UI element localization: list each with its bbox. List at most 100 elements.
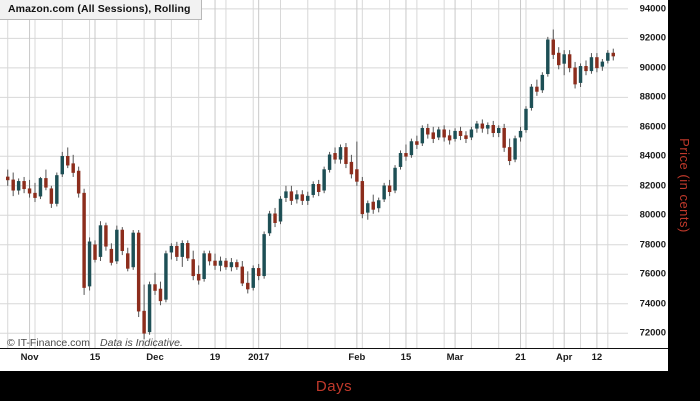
candlestick bbox=[327, 151, 332, 173]
candlestick bbox=[420, 125, 425, 146]
candlestick bbox=[240, 261, 245, 287]
candlestick bbox=[98, 221, 103, 261]
candlestick bbox=[71, 154, 75, 177]
candlestick bbox=[66, 147, 70, 169]
candlestick bbox=[93, 240, 97, 263]
price-tick-label: 82000 bbox=[639, 180, 666, 192]
candlestick bbox=[164, 250, 168, 303]
candlestick bbox=[213, 253, 217, 270]
candlestick bbox=[196, 265, 201, 285]
candlestick bbox=[480, 119, 485, 133]
candlestick bbox=[562, 50, 566, 76]
candlestick bbox=[131, 230, 135, 270]
candlestick bbox=[589, 53, 594, 74]
price-tick-label: 84000 bbox=[639, 150, 666, 162]
candlestick bbox=[316, 179, 321, 197]
candlestick bbox=[273, 207, 277, 228]
candlestick bbox=[11, 172, 15, 197]
candlestick bbox=[175, 241, 179, 261]
y-axis-title: Price (in cents) bbox=[668, 0, 700, 371]
candlestick bbox=[436, 126, 441, 141]
candlestick bbox=[344, 143, 348, 169]
candlestick bbox=[475, 120, 479, 133]
candlestick bbox=[518, 126, 523, 142]
candlestick bbox=[224, 258, 228, 270]
date-tick-label: 15 bbox=[400, 352, 412, 363]
candlestick bbox=[458, 126, 463, 141]
candlestick bbox=[158, 281, 163, 306]
candlestick bbox=[491, 120, 495, 138]
candlestick bbox=[409, 138, 414, 158]
candlestick bbox=[606, 50, 610, 64]
price-tick-label: 94000 bbox=[639, 3, 666, 15]
candlestick bbox=[27, 179, 32, 198]
candlestick bbox=[191, 250, 195, 281]
candlestick bbox=[295, 190, 299, 204]
candlestick bbox=[306, 191, 310, 205]
candlestick bbox=[496, 125, 501, 138]
candlestick bbox=[513, 135, 517, 163]
candlestick bbox=[431, 126, 435, 144]
price-tick-label: 76000 bbox=[639, 268, 666, 280]
candlestick bbox=[60, 151, 64, 177]
candlestick-svg bbox=[0, 0, 628, 348]
candlestick bbox=[382, 182, 386, 203]
candlestick bbox=[186, 240, 190, 261]
candlestick bbox=[447, 129, 452, 145]
date-tick-label: 21 bbox=[515, 352, 526, 363]
candlestick bbox=[573, 61, 577, 89]
price-tick-label: 90000 bbox=[639, 62, 666, 74]
candlestick bbox=[202, 250, 206, 282]
candlestick bbox=[540, 72, 545, 93]
candlestick bbox=[169, 243, 174, 260]
candlestick bbox=[502, 123, 506, 152]
corner-panel bbox=[668, 371, 700, 401]
plot-area[interactable] bbox=[0, 0, 628, 348]
candlestick bbox=[246, 271, 250, 294]
price-tick-label: 72000 bbox=[639, 327, 666, 339]
candlestick bbox=[49, 185, 54, 208]
date-tick-label: 15 bbox=[89, 352, 101, 363]
candlestick bbox=[611, 48, 615, 61]
candlestick bbox=[6, 169, 10, 186]
candlestick bbox=[355, 141, 359, 186]
candlestick bbox=[33, 182, 37, 203]
candlestick bbox=[557, 47, 561, 70]
candlestick bbox=[415, 135, 419, 149]
date-tick-label: Nov bbox=[20, 352, 39, 363]
date-tick-label: Feb bbox=[348, 352, 366, 363]
candlestick bbox=[404, 144, 408, 161]
candlestick bbox=[322, 166, 326, 194]
candlestick bbox=[22, 176, 26, 194]
price-tick-label: 78000 bbox=[639, 239, 666, 251]
price-axis-labels: 72000 74000 76000 78000 80000 82000 84000 86000… bbox=[628, 0, 668, 348]
candlestick bbox=[180, 240, 185, 267]
candlestick bbox=[120, 227, 125, 256]
candlestick bbox=[147, 281, 152, 335]
candlestick bbox=[387, 179, 392, 197]
candlestick bbox=[262, 231, 266, 279]
watermark-disclaimer: Data is Indicative. bbox=[100, 337, 183, 349]
candlestick bbox=[376, 197, 381, 213]
candlestick bbox=[251, 265, 255, 291]
candlestick bbox=[142, 284, 146, 340]
candlestick bbox=[229, 258, 234, 272]
price-tick-label: 92000 bbox=[639, 32, 666, 44]
candlestick bbox=[442, 125, 446, 142]
candlestick bbox=[529, 84, 534, 111]
date-tick-label: Mar bbox=[446, 352, 464, 363]
price-tick-label: 74000 bbox=[639, 298, 666, 310]
candlestick bbox=[109, 243, 114, 266]
candlestick bbox=[584, 60, 588, 76]
candlestick bbox=[76, 166, 81, 198]
candlestick bbox=[600, 58, 605, 71]
candlestick bbox=[207, 250, 212, 266]
candlestick bbox=[595, 53, 599, 73]
date-tick-label: Apr bbox=[555, 352, 573, 363]
candlestick bbox=[398, 150, 403, 170]
candlestick bbox=[235, 259, 239, 270]
candlestick bbox=[300, 190, 305, 205]
candlestick bbox=[311, 181, 315, 198]
date-tick-label: 12 bbox=[591, 352, 603, 363]
chart-title: Amazon.com (All Sessions), Rolling bbox=[0, 0, 202, 20]
